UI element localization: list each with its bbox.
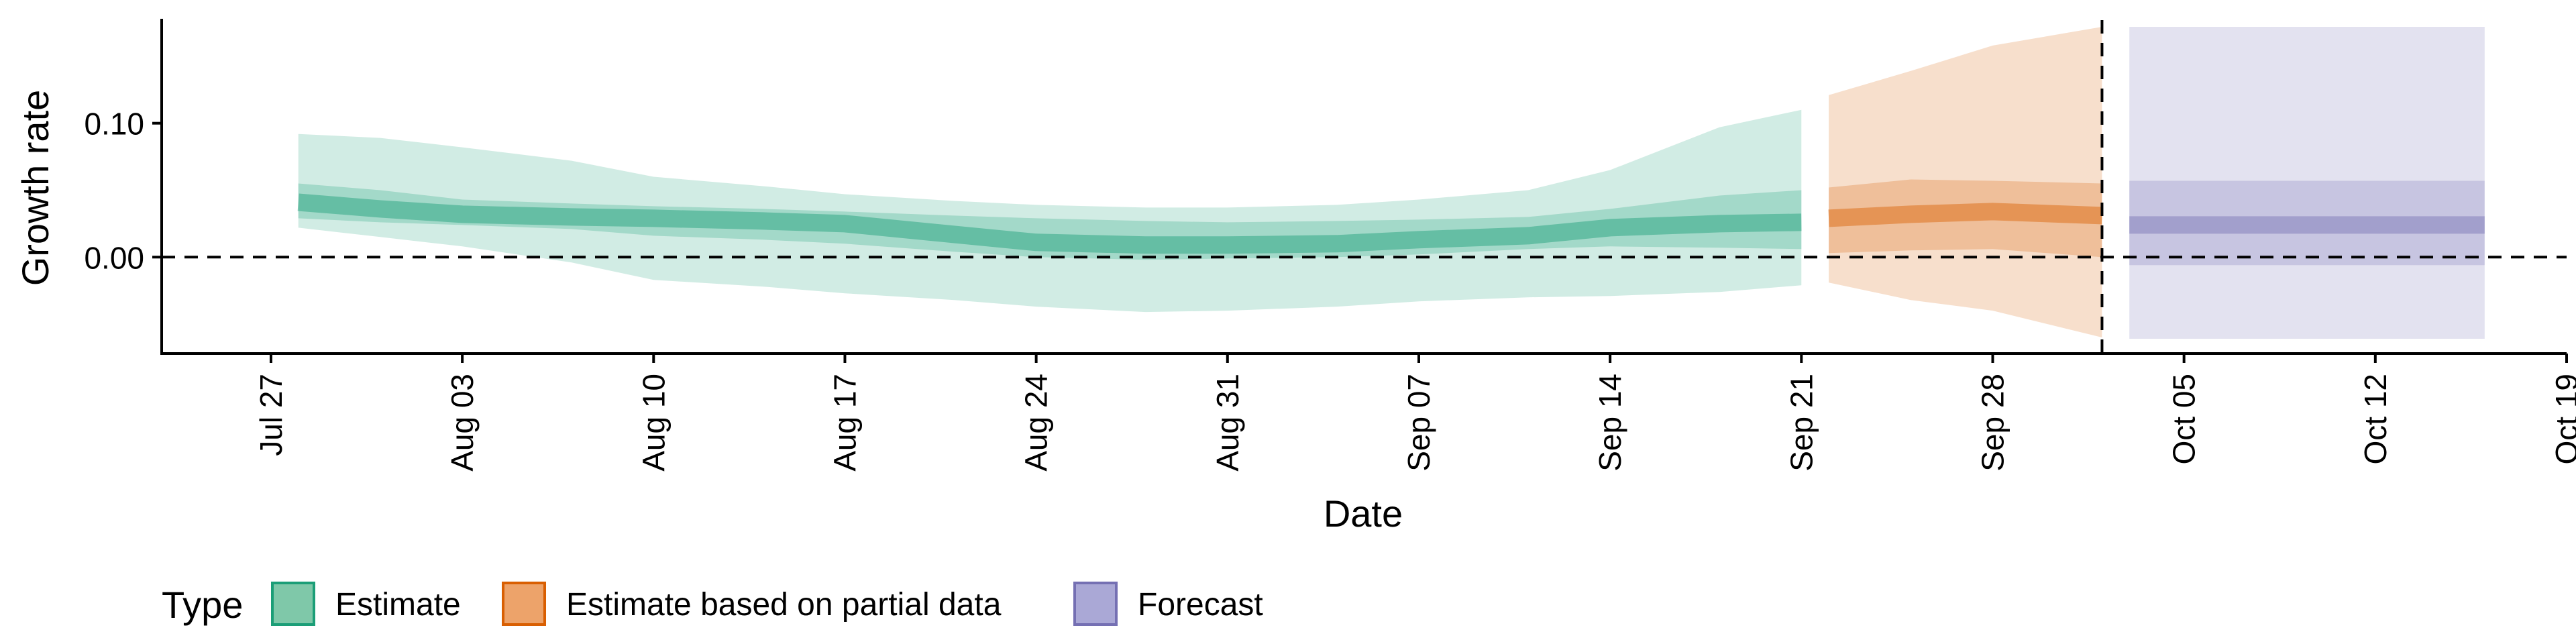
x-tick-label: Sep 07 [1401, 374, 1436, 472]
x-tick-label: Jul 27 [254, 374, 288, 456]
x-tick-label: Aug 31 [1210, 374, 1245, 472]
legend-label: Estimate based on partial data [566, 587, 1002, 623]
y-tick-label: 0.10 [84, 107, 144, 142]
x-tick-label: Sep 21 [1784, 374, 1819, 472]
legend-key [271, 582, 315, 626]
estimate-based-on-partial-data-band-90 [1829, 27, 2102, 337]
legend-title: Type [162, 584, 243, 626]
legend-key [1073, 582, 1118, 626]
reference-lines [162, 20, 2567, 354]
x-tick-label: Aug 03 [445, 374, 480, 472]
forecast-band-50 [2129, 180, 2485, 266]
forecast-band-90 [2129, 27, 2485, 339]
estimate-based-on-partial-data-band-50 [1829, 179, 2102, 258]
estimate-band-90 [298, 109, 1802, 313]
axes: 0.00 0.10 Jul 27 Aug 03 Aug 10 Aug 17 Aug 24 A… [84, 19, 2576, 472]
x-tick-label: Aug 24 [1019, 374, 1054, 472]
estimate-based-on-partial-data-median-line [1828, 203, 2102, 227]
estimate-median-line [297, 193, 1802, 254]
x-tick-label: Sep 28 [1976, 374, 2010, 472]
y-tick-label: 0.00 [84, 240, 144, 275]
x-tick-label: Aug 10 [636, 374, 671, 472]
x-tick-label: Aug 17 [828, 374, 863, 472]
x-tick-label: Sep 14 [1593, 374, 1627, 472]
y-ticks: 0.00 0.10 [84, 107, 162, 275]
legend-label: Forecast [1138, 587, 1263, 623]
bands-layer [297, 27, 2485, 339]
legend-key [502, 582, 546, 626]
x-tick-label: Oct 05 [2167, 374, 2202, 465]
estimate-band-50 [298, 183, 1802, 260]
legend-label: Estimate [335, 587, 461, 623]
x-tick-label: Oct 12 [2358, 374, 2393, 465]
x-tick-label: Oct 19 [2549, 374, 2576, 465]
x-axis-title: Date [1324, 492, 1403, 535]
x-ticks: Jul 27 Aug 03 Aug 10 Aug 17 Aug 24 Aug 31 Sep … [254, 354, 2576, 472]
legend: Type Estimate Estimate based on partial d… [162, 582, 1263, 626]
y-axis-title: Growth rate [14, 90, 56, 286]
